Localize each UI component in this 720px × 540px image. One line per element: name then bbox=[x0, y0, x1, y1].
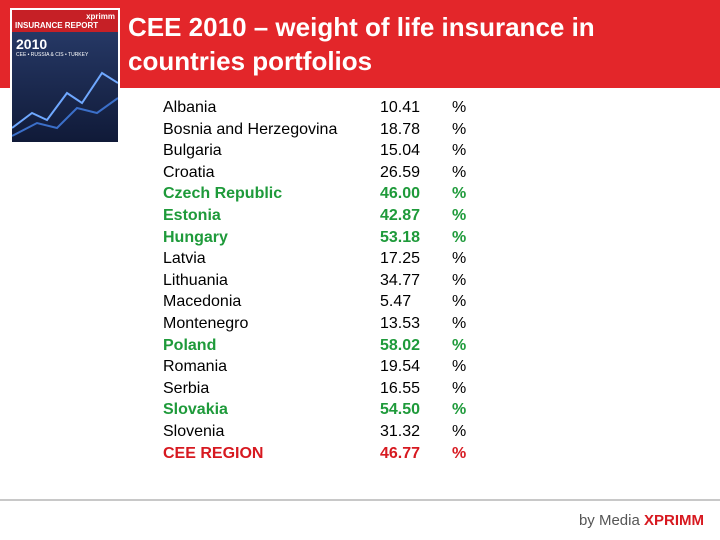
unit: % bbox=[452, 271, 467, 289]
footer-rule bbox=[0, 499, 720, 501]
country: Latvia bbox=[163, 250, 206, 268]
country: Poland bbox=[163, 336, 217, 354]
unit: % bbox=[452, 120, 467, 138]
report-cover: xprimm INSURANCE REPORT 2010 CEE • RUSSI… bbox=[10, 8, 120, 144]
country: Croatia bbox=[163, 163, 215, 181]
value: 46.00 bbox=[380, 185, 421, 203]
unit: % bbox=[452, 444, 467, 462]
country: CEE REGION bbox=[163, 444, 264, 462]
unit: % bbox=[452, 250, 467, 268]
unit: % bbox=[452, 185, 467, 203]
country: Slovakia bbox=[163, 401, 228, 419]
value: 18.78 bbox=[380, 120, 421, 138]
country: Macedonia bbox=[163, 293, 242, 311]
unit: % bbox=[452, 358, 467, 376]
country: Bosnia and Herzegovina bbox=[163, 120, 338, 138]
footer-by: by Media bbox=[578, 512, 640, 529]
title-line: CEE 2010 – weight of life insurance in bbox=[128, 12, 595, 42]
value: 19.54 bbox=[380, 358, 421, 376]
cover-graphic bbox=[12, 71, 118, 137]
value: 26.59 bbox=[380, 163, 421, 181]
unit: % bbox=[452, 207, 467, 224]
cover-top: xprimm INSURANCE REPORT bbox=[12, 10, 118, 32]
value: 53.18 bbox=[380, 228, 421, 246]
country: Czech Republic bbox=[163, 185, 283, 203]
country: Estonia bbox=[163, 207, 221, 224]
country: Slovenia bbox=[163, 423, 225, 440]
country: Lithuania bbox=[163, 271, 228, 289]
value: 42.87 bbox=[380, 207, 421, 224]
unit: % bbox=[452, 423, 467, 440]
country: Romania bbox=[163, 358, 228, 376]
unit: % bbox=[452, 142, 467, 160]
unit: % bbox=[452, 99, 467, 116]
unit: % bbox=[452, 163, 467, 181]
unit: % bbox=[452, 379, 467, 397]
unit: % bbox=[452, 401, 467, 419]
cover-report: INSURANCE REPORT bbox=[15, 21, 99, 30]
value: 31.32 bbox=[380, 423, 421, 440]
cover-year: 2010 bbox=[16, 36, 48, 52]
value: 46.77 bbox=[380, 444, 421, 462]
value: 5.47 bbox=[380, 293, 412, 311]
value: 34.77 bbox=[380, 271, 421, 289]
country: Hungary bbox=[163, 228, 228, 246]
value: 10.41 bbox=[380, 99, 421, 116]
country: Bulgaria bbox=[163, 142, 222, 160]
value: 13.53 bbox=[380, 315, 421, 332]
cover-brand: xprimm bbox=[86, 12, 115, 21]
value: 15.04 bbox=[380, 142, 421, 160]
country: Montenegro bbox=[163, 315, 249, 332]
footer: by Media XPRIMM bbox=[579, 512, 704, 529]
cover-regions: CEE • RUSSIA & CIS • TURKEY bbox=[16, 52, 89, 58]
country: Serbia bbox=[163, 379, 210, 397]
header-band bbox=[0, 0, 720, 88]
unit: % bbox=[452, 336, 467, 354]
value: 54.50 bbox=[380, 401, 421, 419]
unit: % bbox=[452, 293, 467, 311]
title-line: countries portfolios bbox=[128, 46, 373, 76]
footer-brand: XPRIMM bbox=[644, 512, 704, 529]
value: 58.02 bbox=[380, 336, 421, 354]
value: 16.55 bbox=[380, 379, 421, 397]
unit: % bbox=[452, 228, 467, 246]
unit: % bbox=[452, 315, 467, 332]
value: 17.25 bbox=[380, 250, 421, 268]
country: Albania bbox=[163, 99, 217, 116]
